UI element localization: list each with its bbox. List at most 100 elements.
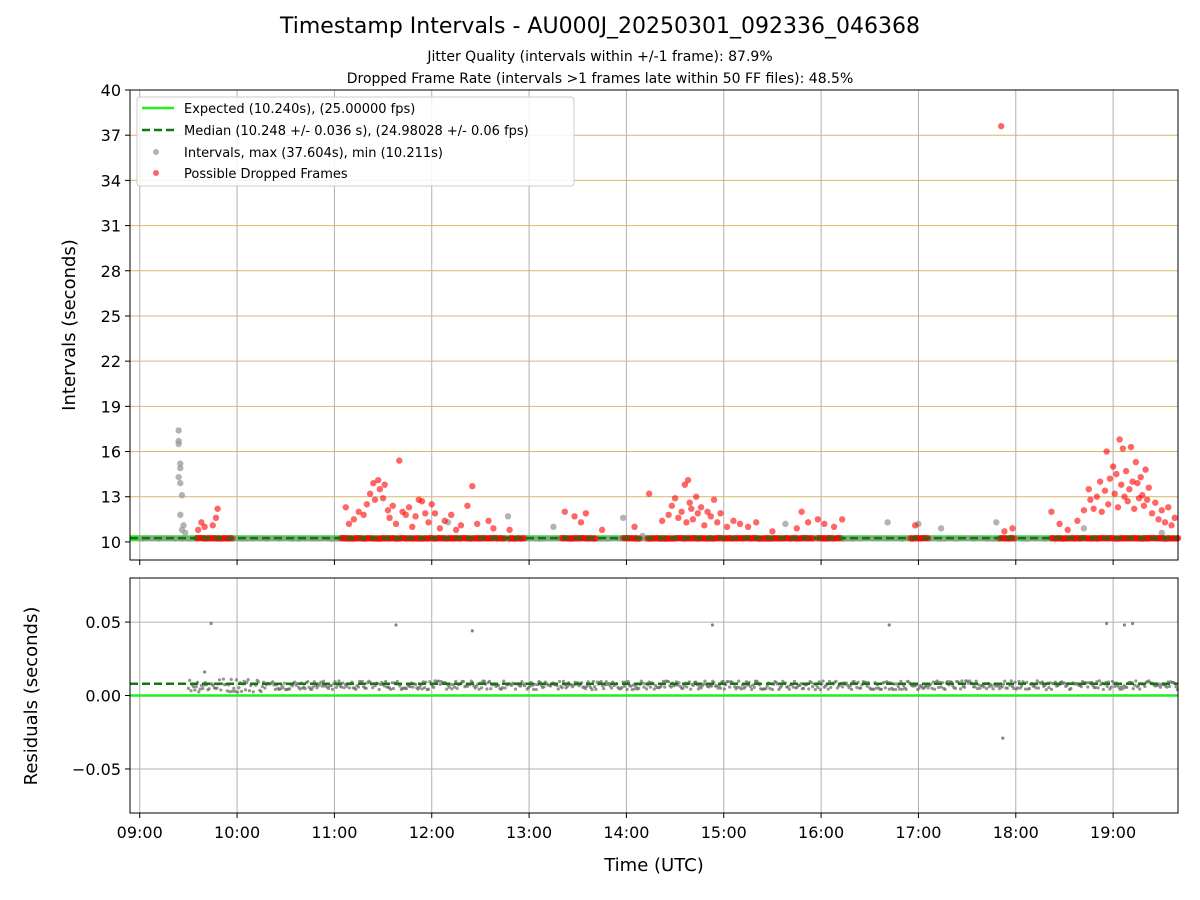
dropped-frame-point <box>209 522 216 529</box>
residual-point <box>786 685 790 689</box>
residual-point <box>237 686 241 690</box>
interval-point <box>175 473 182 481</box>
residual-point <box>191 685 196 689</box>
dropped-frame-point <box>1114 504 1122 511</box>
residual-point <box>930 686 934 690</box>
dropped-frame-point <box>355 508 362 515</box>
dropped-frame-point <box>577 519 585 526</box>
dropped-frame-point <box>345 520 353 528</box>
residual-point <box>718 686 723 690</box>
residual-point <box>345 684 349 688</box>
residual-point <box>310 687 314 692</box>
dropped-frame-point <box>707 513 714 520</box>
residual-point <box>347 686 351 690</box>
residual-point <box>480 686 484 690</box>
dropped-frame-point <box>1103 448 1110 455</box>
residual-point <box>935 679 939 683</box>
residual-point <box>1035 679 1039 683</box>
dropped-frame-point <box>452 526 460 534</box>
residual-point <box>319 680 323 684</box>
residual-point <box>604 680 608 684</box>
residual-point <box>599 679 603 684</box>
dropped-frame-point <box>389 502 397 509</box>
residual-point <box>622 684 627 688</box>
residual-point <box>447 685 451 689</box>
residual-point <box>259 689 263 694</box>
dropped-frame-point <box>645 490 653 497</box>
dropped-frame-point <box>675 514 682 522</box>
x-tick-label: 15:00 <box>701 823 747 842</box>
residual-point <box>1013 680 1017 684</box>
top-y-tick-label: 37 <box>101 126 121 145</box>
residual-point <box>219 688 223 692</box>
residual-point <box>652 687 656 691</box>
dropped-frame-point <box>1010 535 1018 542</box>
dropped-frame-point <box>697 504 705 511</box>
residual-point <box>990 684 994 688</box>
residual-point <box>339 685 344 689</box>
dropped-frame-point <box>714 519 721 526</box>
residual-point <box>807 687 811 691</box>
x-tick-label: 12:00 <box>409 823 455 842</box>
interval-point <box>782 520 789 528</box>
residual-point <box>321 679 325 683</box>
residual-point <box>260 685 264 689</box>
dropped-frame-point <box>793 525 800 532</box>
residual-point <box>542 685 546 689</box>
dropped-frame-point <box>1048 508 1055 515</box>
residual-point <box>620 685 624 690</box>
residual-point <box>311 685 315 689</box>
residual-point <box>411 685 415 689</box>
dropped-frame-point <box>668 502 676 509</box>
residual-point <box>629 684 633 688</box>
residual-point <box>840 685 845 689</box>
residual-point <box>1012 686 1016 691</box>
residual-point <box>821 679 825 683</box>
residual-outlier-point <box>1001 736 1005 740</box>
dropped-frame-point <box>386 514 393 522</box>
residual-point <box>1069 686 1073 691</box>
residual-point <box>341 681 345 685</box>
dropped-frame-point <box>1158 507 1165 514</box>
top-plot-frame <box>129 89 1179 561</box>
residual-outlier-point <box>1105 621 1109 626</box>
residual-point <box>787 687 791 691</box>
dropped-frame-point <box>214 505 221 512</box>
residual-point <box>634 684 638 688</box>
residual-point <box>667 680 671 684</box>
dropped-frame-point <box>744 523 752 531</box>
interval-point <box>175 440 182 448</box>
dropped-frame-point <box>684 476 692 484</box>
x-tick-label: 14:00 <box>603 823 649 842</box>
residual-point <box>1134 679 1138 683</box>
residual-point <box>445 687 449 691</box>
residual-point <box>644 687 649 691</box>
top-axes: 10 13 16 19 22 25 28 31 34 37 40 <box>101 81 1114 565</box>
residual-point <box>696 687 701 691</box>
dropped-frame-point <box>1132 458 1140 466</box>
residual-point <box>423 686 427 690</box>
residual-point <box>764 686 768 691</box>
residual-point <box>532 687 536 691</box>
residual-point <box>974 679 978 683</box>
residual-point <box>586 680 590 684</box>
top-y-tick-label: 13 <box>101 488 121 507</box>
dropped-frame-point <box>717 510 724 517</box>
residual-point <box>625 687 629 691</box>
interval-point <box>884 519 891 526</box>
residual-outlier-point <box>209 621 213 626</box>
residual-point <box>432 685 436 690</box>
residual-point <box>689 687 693 691</box>
residual-point <box>528 684 532 688</box>
residual-point <box>818 687 823 692</box>
dropped-frame-point <box>1148 510 1156 517</box>
residual-point <box>703 679 707 683</box>
dropped-frame-point <box>375 476 382 484</box>
residual-point <box>681 686 685 691</box>
dropped-frame-point <box>1127 443 1135 451</box>
residual-point <box>320 684 324 688</box>
top-y-tick-label: 31 <box>101 217 121 236</box>
dropped-frame-point <box>392 520 400 528</box>
residual-point <box>827 679 832 684</box>
residual-point <box>859 686 863 690</box>
